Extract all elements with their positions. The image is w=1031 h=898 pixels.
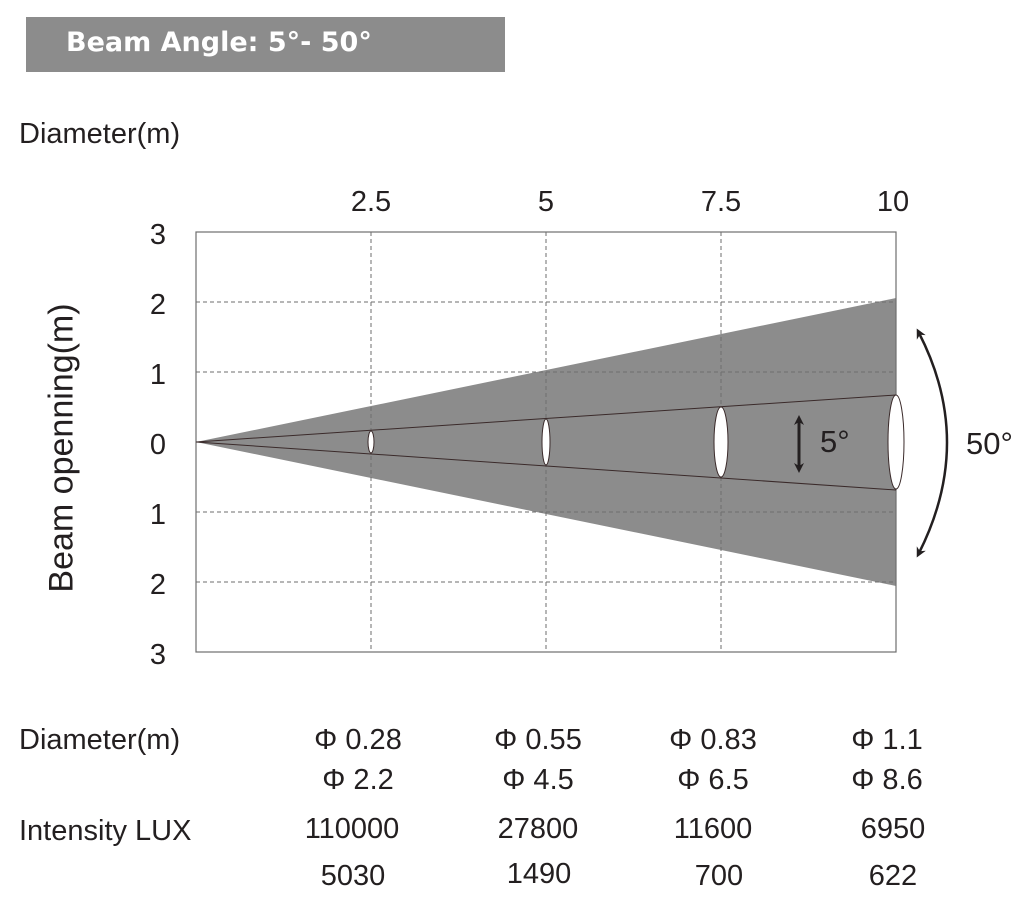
lux-wide-value: 1490 bbox=[506, 858, 572, 890]
lux-wide-value: 5030 bbox=[320, 860, 386, 892]
narrow-angle-label: 5° bbox=[820, 424, 850, 459]
lux-narrow-value: 6950 bbox=[860, 813, 926, 845]
y-tick-label: 1 bbox=[150, 499, 166, 531]
wide-angle-label: 50° bbox=[966, 426, 1013, 461]
diameter-wide-value: Φ 4.5 bbox=[502, 764, 574, 796]
y-tick-label: 0 bbox=[150, 429, 166, 461]
beam-section-10m bbox=[887, 394, 905, 490]
diameter-narrow-value: Φ 0.55 bbox=[494, 724, 582, 756]
lux-narrow-value: 110000 bbox=[304, 813, 400, 845]
diameter-wide-value: Φ 6.5 bbox=[677, 764, 749, 796]
x-tick-label: 2.5 bbox=[351, 186, 391, 218]
wide-angle-arc-arrow bbox=[916, 328, 949, 558]
lux-narrow-value: 27800 bbox=[497, 813, 579, 845]
y-axis-label: Beam openning(m) bbox=[42, 303, 81, 593]
y-tick-label: 3 bbox=[150, 219, 166, 251]
y-tick-label: 2 bbox=[150, 289, 166, 321]
table-intensity-label: Intensity LUX bbox=[19, 815, 192, 847]
y-tick-label: 1 bbox=[150, 359, 166, 391]
page-title: Beam Angle: 5°- 50° bbox=[66, 27, 372, 58]
lux-wide-value: 700 bbox=[694, 860, 744, 892]
title-banner: Beam Angle: 5°- 50° bbox=[26, 17, 505, 72]
diameter-narrow-value: Φ 0.83 bbox=[669, 724, 757, 756]
diameter-wide-value: Φ 8.6 bbox=[851, 764, 923, 796]
diameter-wide-value: Φ 2.2 bbox=[322, 764, 394, 796]
narrow-beam-lower-edge bbox=[195, 441, 897, 491]
lux-wide-value: 622 bbox=[868, 860, 918, 892]
y-tick-label: 2 bbox=[150, 569, 166, 601]
y-tick-label: 3 bbox=[150, 639, 166, 671]
beam-section-2-5m bbox=[367, 430, 375, 454]
diameter-narrow-value: Φ 1.1 bbox=[851, 724, 923, 756]
beam-section-7-5m bbox=[713, 406, 729, 478]
beam-section-5m bbox=[541, 418, 551, 466]
x-tick-label: 5 bbox=[538, 186, 554, 218]
table-diameter-label: Diameter(m) bbox=[19, 724, 181, 756]
x-tick-label: 10 bbox=[877, 186, 909, 218]
diameter-narrow-value: Φ 0.28 bbox=[314, 724, 402, 756]
diameter-axis-title: Diameter(m) bbox=[19, 118, 181, 150]
lux-narrow-value: 11600 bbox=[673, 813, 753, 845]
x-tick-label: 7.5 bbox=[701, 186, 741, 218]
